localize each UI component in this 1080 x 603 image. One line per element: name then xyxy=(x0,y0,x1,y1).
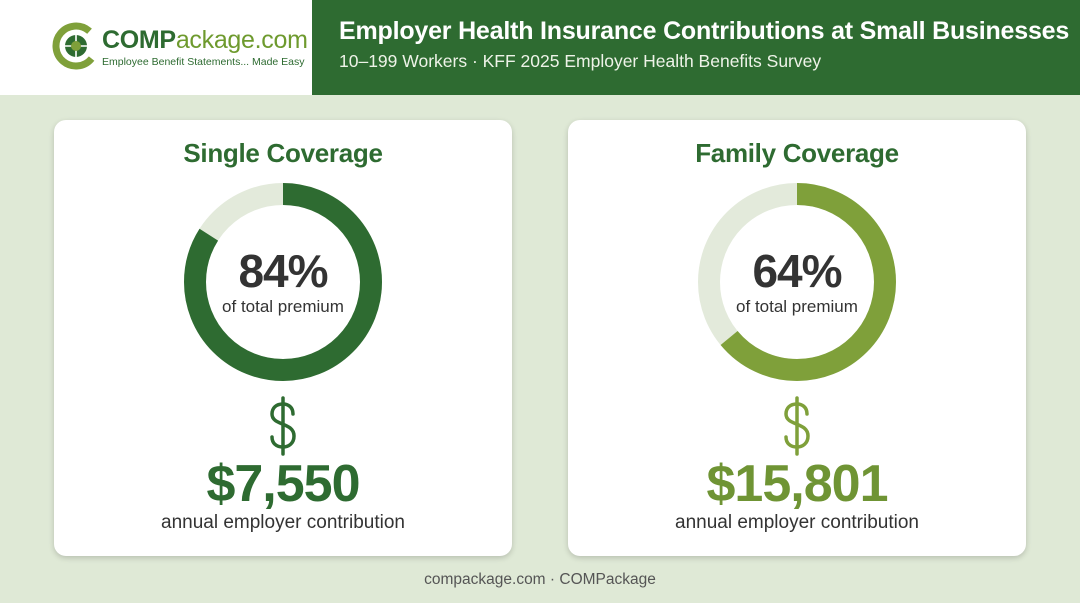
family-coverage-card: Family Coverage 64% of total premium $15… xyxy=(568,120,1026,556)
percent-donut xyxy=(698,183,896,381)
logo-wordmark-bold: COMP xyxy=(102,26,176,54)
donut-center: 64% of total premium xyxy=(697,182,897,382)
single-coverage-card: Single Coverage 84% of total premium $7,… xyxy=(54,120,512,556)
card-title: Single Coverage xyxy=(183,138,383,168)
logo-tagline: Employee Benefit Statements... Made Easy xyxy=(102,56,305,68)
dollar-sign-icon xyxy=(784,396,810,456)
card-title: Family Coverage xyxy=(695,138,899,168)
percent-label: of total premium xyxy=(736,297,858,316)
percent-label: of total premium xyxy=(222,297,344,316)
header: COMPackage.com Employee Benefit Statemen… xyxy=(0,0,1080,95)
title-bar: Employer Health Insurance Contributions … xyxy=(312,0,1080,95)
logo-wordmark: COMPackage.com xyxy=(102,27,308,53)
compackage-logo-icon xyxy=(52,22,100,69)
donut-fill xyxy=(698,183,896,381)
contribution-label: annual employer contribution xyxy=(161,512,405,533)
percent-value: 64% xyxy=(752,245,842,297)
contribution-label: annual employer contribution xyxy=(675,512,919,533)
contribution-amount: $7,550 xyxy=(206,455,360,513)
donut-fill xyxy=(184,183,382,381)
footer-text[interactable]: compackage.com · COMPackage xyxy=(424,571,656,588)
page-title: Employer Health Insurance Contributions … xyxy=(339,17,1070,45)
logo-wordmark-rest: ackage.com xyxy=(175,26,308,54)
contribution-amount: $15,801 xyxy=(706,455,889,513)
logo[interactable]: COMPackage.com Employee Benefit Statemen… xyxy=(0,0,312,95)
dollar-sign-icon xyxy=(270,396,296,456)
percent-donut xyxy=(184,183,382,381)
donut-center: 84% of total premium xyxy=(183,182,383,382)
percent-value: 84% xyxy=(238,245,328,297)
page-subtitle: 10–199 Workers · KFF 2025 Employer Healt… xyxy=(339,51,822,71)
